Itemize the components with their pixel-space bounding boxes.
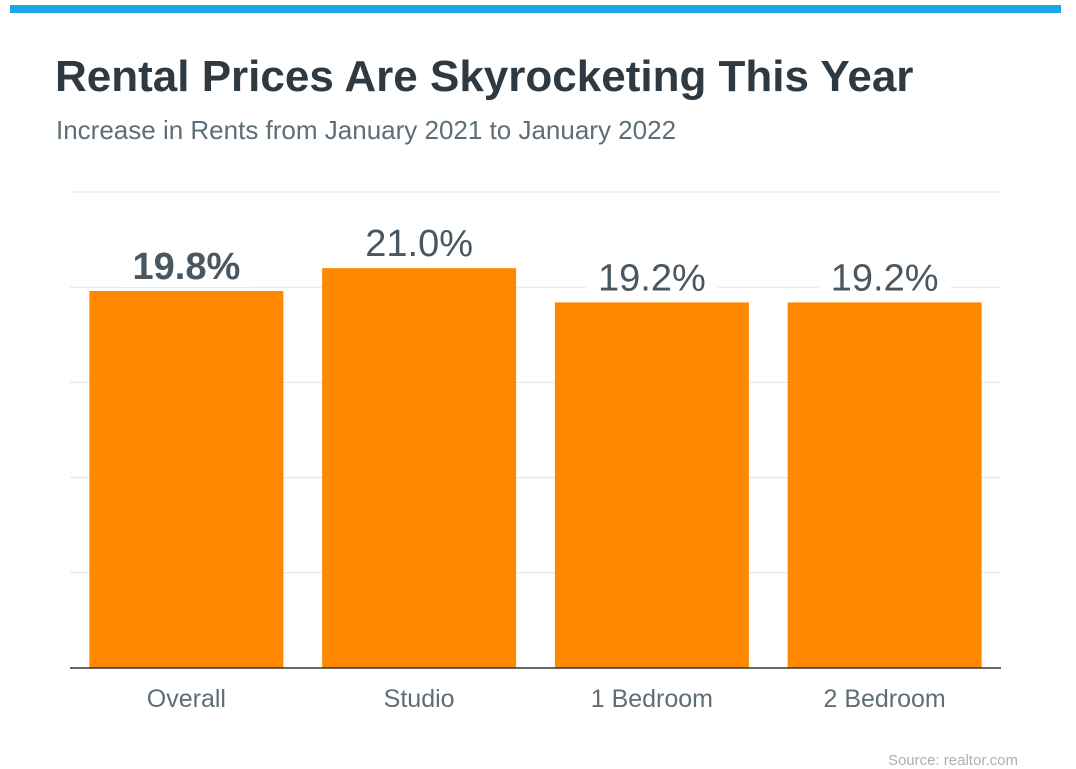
bar xyxy=(322,268,517,668)
category-label: Studio xyxy=(384,685,455,713)
chart-subtitle: Increase in Rents from January 2021 to J… xyxy=(56,115,677,145)
data-label-background xyxy=(818,254,951,299)
data-label-background xyxy=(585,254,718,299)
bar xyxy=(89,291,284,668)
top-accent-bar xyxy=(10,5,1061,13)
data-label-background xyxy=(120,243,253,288)
category-label: 2 Bedroom xyxy=(823,685,945,713)
source-note: Source: realtor.com xyxy=(887,752,1018,769)
data-label: 19.2% xyxy=(831,257,939,299)
data-label: 19.2% xyxy=(598,257,706,299)
category-label: 1 Bedroom xyxy=(591,685,713,713)
category-label: Overall xyxy=(147,685,226,713)
bar xyxy=(554,302,749,668)
data-label-background xyxy=(353,220,486,265)
data-label: 21.0% xyxy=(365,223,473,265)
data-label: 19.8% xyxy=(133,246,241,288)
chart-title: Rental Prices Are Skyrocketing This Year xyxy=(55,52,914,101)
bar xyxy=(787,302,982,668)
